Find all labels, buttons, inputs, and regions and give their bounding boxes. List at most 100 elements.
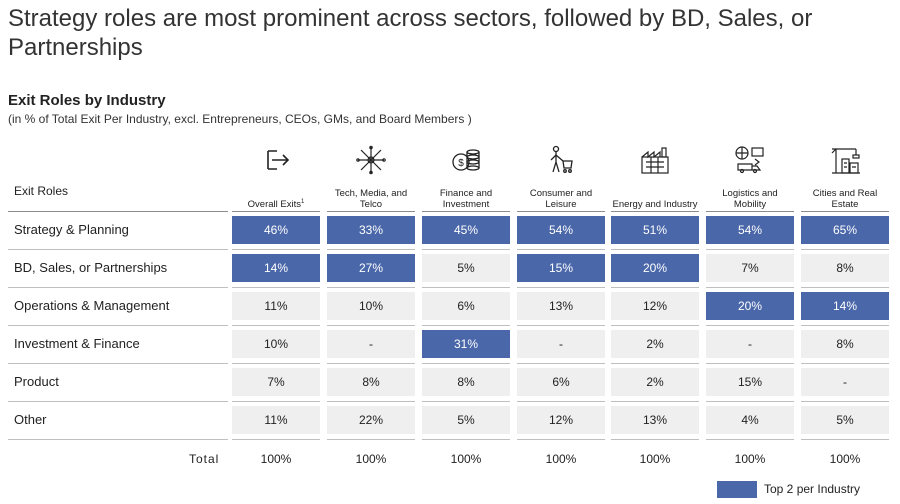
- divider-line: [327, 325, 415, 326]
- total-value: 100%: [639, 452, 671, 466]
- divider-line: [8, 211, 228, 212]
- table-cell: -: [706, 330, 794, 358]
- total-value: 100%: [260, 452, 292, 466]
- divider-line: [801, 439, 889, 440]
- table-cell: 6%: [422, 292, 510, 320]
- table-cell: 5%: [801, 406, 889, 434]
- table-cell: 20%: [611, 254, 699, 282]
- divider-line: [8, 287, 228, 288]
- divider-line: [706, 249, 794, 250]
- divider-line: [801, 401, 889, 402]
- divider-line: [801, 363, 889, 364]
- table-cell: 45%: [422, 216, 510, 244]
- table-cell: 33%: [327, 216, 415, 244]
- divider-line: [422, 363, 510, 364]
- table-cell: 7%: [232, 368, 320, 396]
- divider-line: [232, 363, 320, 364]
- divider-line: [8, 439, 228, 440]
- divider-line: [422, 287, 510, 288]
- divider-line: [801, 249, 889, 250]
- svg-text:$: $: [458, 158, 464, 169]
- row-header: Exit Roles: [14, 184, 69, 198]
- divider-line: [611, 439, 699, 440]
- row-label: Investment & Finance: [14, 336, 140, 351]
- divider-line: [8, 363, 228, 364]
- table-cell: 27%: [327, 254, 415, 282]
- table-cell: 54%: [517, 216, 605, 244]
- table-cell: 8%: [422, 368, 510, 396]
- column-header-label: Energy and Industry: [612, 199, 698, 210]
- table-cell: 31%: [422, 330, 510, 358]
- divider-line: [8, 325, 228, 326]
- legend-swatch: [717, 481, 757, 498]
- exit-icon: [259, 145, 293, 175]
- table-cell: 2%: [611, 330, 699, 358]
- coins-icon-graphic: $: [452, 149, 480, 171]
- divider-line: [422, 439, 510, 440]
- divider-line: [611, 325, 699, 326]
- row-label: Other: [14, 412, 47, 427]
- divider-line: [327, 249, 415, 250]
- row-label: Product: [14, 374, 59, 389]
- divider-line: [422, 249, 510, 250]
- total-value: 100%: [450, 452, 482, 466]
- divider-line: [706, 439, 794, 440]
- table-cell: 54%: [706, 216, 794, 244]
- table-cell: 5%: [422, 406, 510, 434]
- table-cell: 46%: [232, 216, 320, 244]
- table-cell: 15%: [706, 368, 794, 396]
- logistics-icon: [733, 145, 767, 175]
- divider-line: [327, 401, 415, 402]
- divider-line: [611, 401, 699, 402]
- divider-line: [611, 363, 699, 364]
- table-cell: 5%: [422, 254, 510, 282]
- total-value: 100%: [355, 452, 387, 466]
- divider-line: [8, 249, 228, 250]
- divider-line: [232, 287, 320, 288]
- table-cell: 15%: [517, 254, 605, 282]
- shopper-icon: [544, 145, 578, 175]
- divider-line: [801, 211, 889, 212]
- column-header-label: Cities and Real Estate: [812, 188, 878, 210]
- divider-line: [517, 325, 605, 326]
- table-cell: 8%: [801, 330, 889, 358]
- table-cell: 2%: [611, 368, 699, 396]
- divider-line: [8, 401, 228, 402]
- coins-icon: $: [449, 145, 483, 175]
- divider-line: [517, 211, 605, 212]
- table-cell: 13%: [517, 292, 605, 320]
- table-cell: -: [517, 330, 605, 358]
- divider-line: [422, 325, 510, 326]
- crane-icon: [828, 145, 862, 175]
- legend-label: Top 2 per Industry: [764, 482, 861, 496]
- column-header: Energy and Industry: [611, 180, 699, 210]
- divider-line: [327, 211, 415, 212]
- divider-line: [327, 363, 415, 364]
- divider-line: [422, 401, 510, 402]
- total-value: 100%: [829, 452, 861, 466]
- factory-icon-graphic: [641, 147, 669, 174]
- divider-line: [517, 287, 605, 288]
- table-cell: 14%: [232, 254, 320, 282]
- row-label: Operations & Management: [14, 298, 170, 313]
- divider-line: [706, 211, 794, 212]
- row-label: Strategy & Planning: [14, 222, 129, 237]
- table-cell: 20%: [706, 292, 794, 320]
- table-cell: -: [801, 368, 889, 396]
- column-header-label: Finance and Investment: [439, 188, 493, 210]
- divider-line: [422, 211, 510, 212]
- total-label: Total: [189, 452, 220, 466]
- divider-line: [232, 211, 320, 212]
- factory-icon: [638, 145, 672, 175]
- table-cell: 4%: [706, 406, 794, 434]
- column-header: Logistics and Mobility: [706, 180, 794, 210]
- table-cell: 14%: [801, 292, 889, 320]
- headline: Strategy roles are most prominent across…: [8, 5, 813, 61]
- divider-line: [611, 249, 699, 250]
- crane-icon-graphic: [831, 148, 860, 174]
- column-header-label: Logistics and Mobility: [722, 188, 778, 210]
- column-header-label: Overall Exits1: [247, 198, 305, 210]
- divider-line: [232, 401, 320, 402]
- divider-line: [611, 211, 699, 212]
- divider-line: [517, 249, 605, 250]
